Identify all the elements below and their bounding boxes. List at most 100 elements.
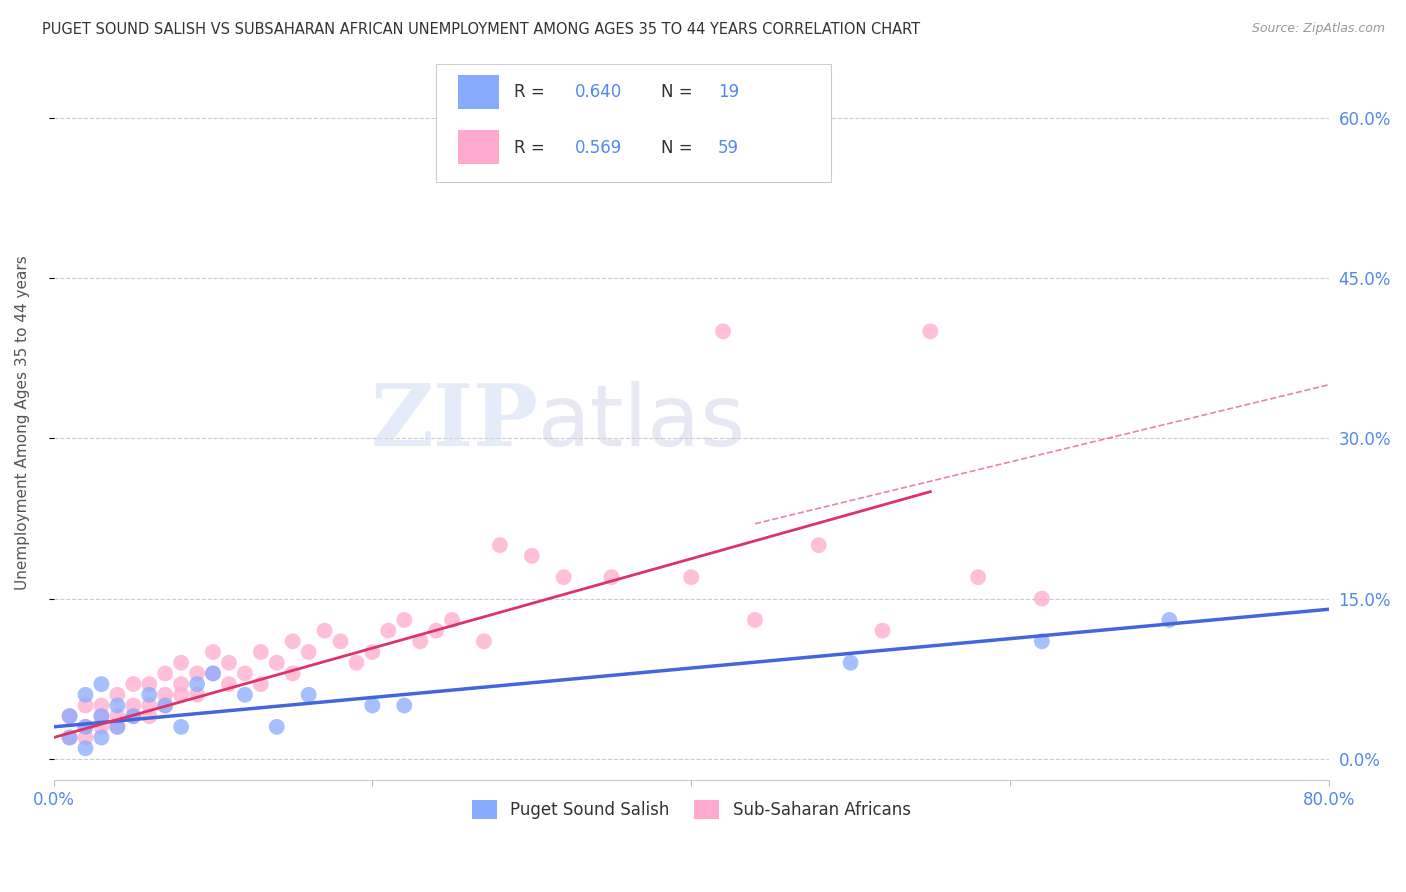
Point (441, 613, 464, 627)
Point (186, 688, 208, 702)
Text: Source: ZipAtlas.com: Source: ZipAtlas.com (1251, 22, 1385, 36)
Point (90, 677, 112, 691)
Point (920, 324, 942, 338)
FancyBboxPatch shape (458, 75, 499, 109)
Point (170, 656, 193, 670)
Point (58, 709, 80, 723)
Point (153, 698, 176, 713)
Text: 0.640: 0.640 (575, 83, 623, 101)
Point (281, 666, 304, 681)
Point (58, 731, 80, 745)
Point (153, 698, 176, 713)
Point (186, 666, 208, 681)
Point (1159, 613, 1181, 627)
Point (138, 698, 160, 713)
Point (122, 709, 145, 723)
Point (90, 720, 112, 734)
Point (314, 624, 336, 638)
Point (170, 720, 193, 734)
Text: N =: N = (661, 139, 697, 157)
Point (75, 720, 97, 734)
Point (1031, 634, 1053, 648)
Text: R =: R = (515, 83, 550, 101)
Point (201, 666, 224, 681)
Point (138, 677, 160, 691)
Point (218, 677, 240, 691)
Point (233, 688, 256, 702)
Point (250, 645, 273, 659)
Point (75, 720, 97, 734)
Text: 0.569: 0.569 (575, 139, 623, 157)
Point (138, 688, 160, 702)
Point (75, 698, 97, 713)
Point (75, 688, 97, 702)
Y-axis label: Unemployment Among Ages 35 to 44 years: Unemployment Among Ages 35 to 44 years (15, 255, 30, 590)
Point (520, 549, 543, 563)
Point (90, 709, 112, 723)
Point (58, 709, 80, 723)
Point (75, 731, 97, 745)
Point (872, 624, 894, 638)
Text: R =: R = (515, 139, 550, 157)
Point (105, 709, 128, 723)
FancyBboxPatch shape (436, 64, 831, 182)
Point (90, 731, 112, 745)
Point (153, 666, 176, 681)
Point (967, 570, 990, 584)
Point (361, 698, 384, 713)
Point (377, 624, 399, 638)
Point (90, 698, 112, 713)
Point (105, 720, 128, 734)
Point (138, 709, 160, 723)
Point (298, 688, 321, 702)
Point (394, 698, 416, 713)
Point (105, 720, 128, 734)
Point (201, 645, 224, 659)
Point (153, 688, 176, 702)
Point (281, 634, 304, 648)
FancyBboxPatch shape (458, 130, 499, 164)
Point (266, 656, 288, 670)
Text: atlas: atlas (538, 381, 747, 464)
Point (201, 666, 224, 681)
Point (1031, 591, 1053, 606)
Point (170, 688, 193, 702)
Point (394, 613, 416, 627)
Point (105, 688, 128, 702)
Legend: Puget Sound Salish, Sub-Saharan Africans: Puget Sound Salish, Sub-Saharan Africans (465, 793, 917, 826)
Point (553, 570, 575, 584)
Point (807, 538, 830, 552)
Text: N =: N = (661, 83, 697, 101)
Point (105, 698, 128, 713)
Point (600, 570, 623, 584)
Point (90, 709, 112, 723)
Point (122, 698, 145, 713)
Point (346, 656, 368, 670)
Text: PUGET SOUND SALISH VS SUBSAHARAN AFRICAN UNEMPLOYMENT AMONG AGES 35 TO 44 YEARS : PUGET SOUND SALISH VS SUBSAHARAN AFRICAN… (42, 22, 921, 37)
Point (58, 731, 80, 745)
Point (170, 677, 193, 691)
Point (233, 666, 256, 681)
Point (711, 324, 734, 338)
Point (122, 709, 145, 723)
Point (839, 656, 862, 670)
Point (681, 570, 703, 584)
Point (298, 645, 321, 659)
Point (329, 634, 352, 648)
Text: 19: 19 (718, 83, 740, 101)
Text: 59: 59 (718, 139, 740, 157)
Point (266, 720, 288, 734)
Point (186, 677, 208, 691)
Point (361, 645, 384, 659)
Point (122, 677, 145, 691)
Point (489, 538, 512, 552)
Point (648, 89, 671, 103)
Point (75, 741, 97, 756)
Point (425, 624, 447, 638)
Point (409, 634, 432, 648)
Text: ZIP: ZIP (370, 380, 538, 464)
Point (744, 613, 766, 627)
Point (472, 634, 495, 648)
Point (218, 656, 240, 670)
Point (250, 677, 273, 691)
